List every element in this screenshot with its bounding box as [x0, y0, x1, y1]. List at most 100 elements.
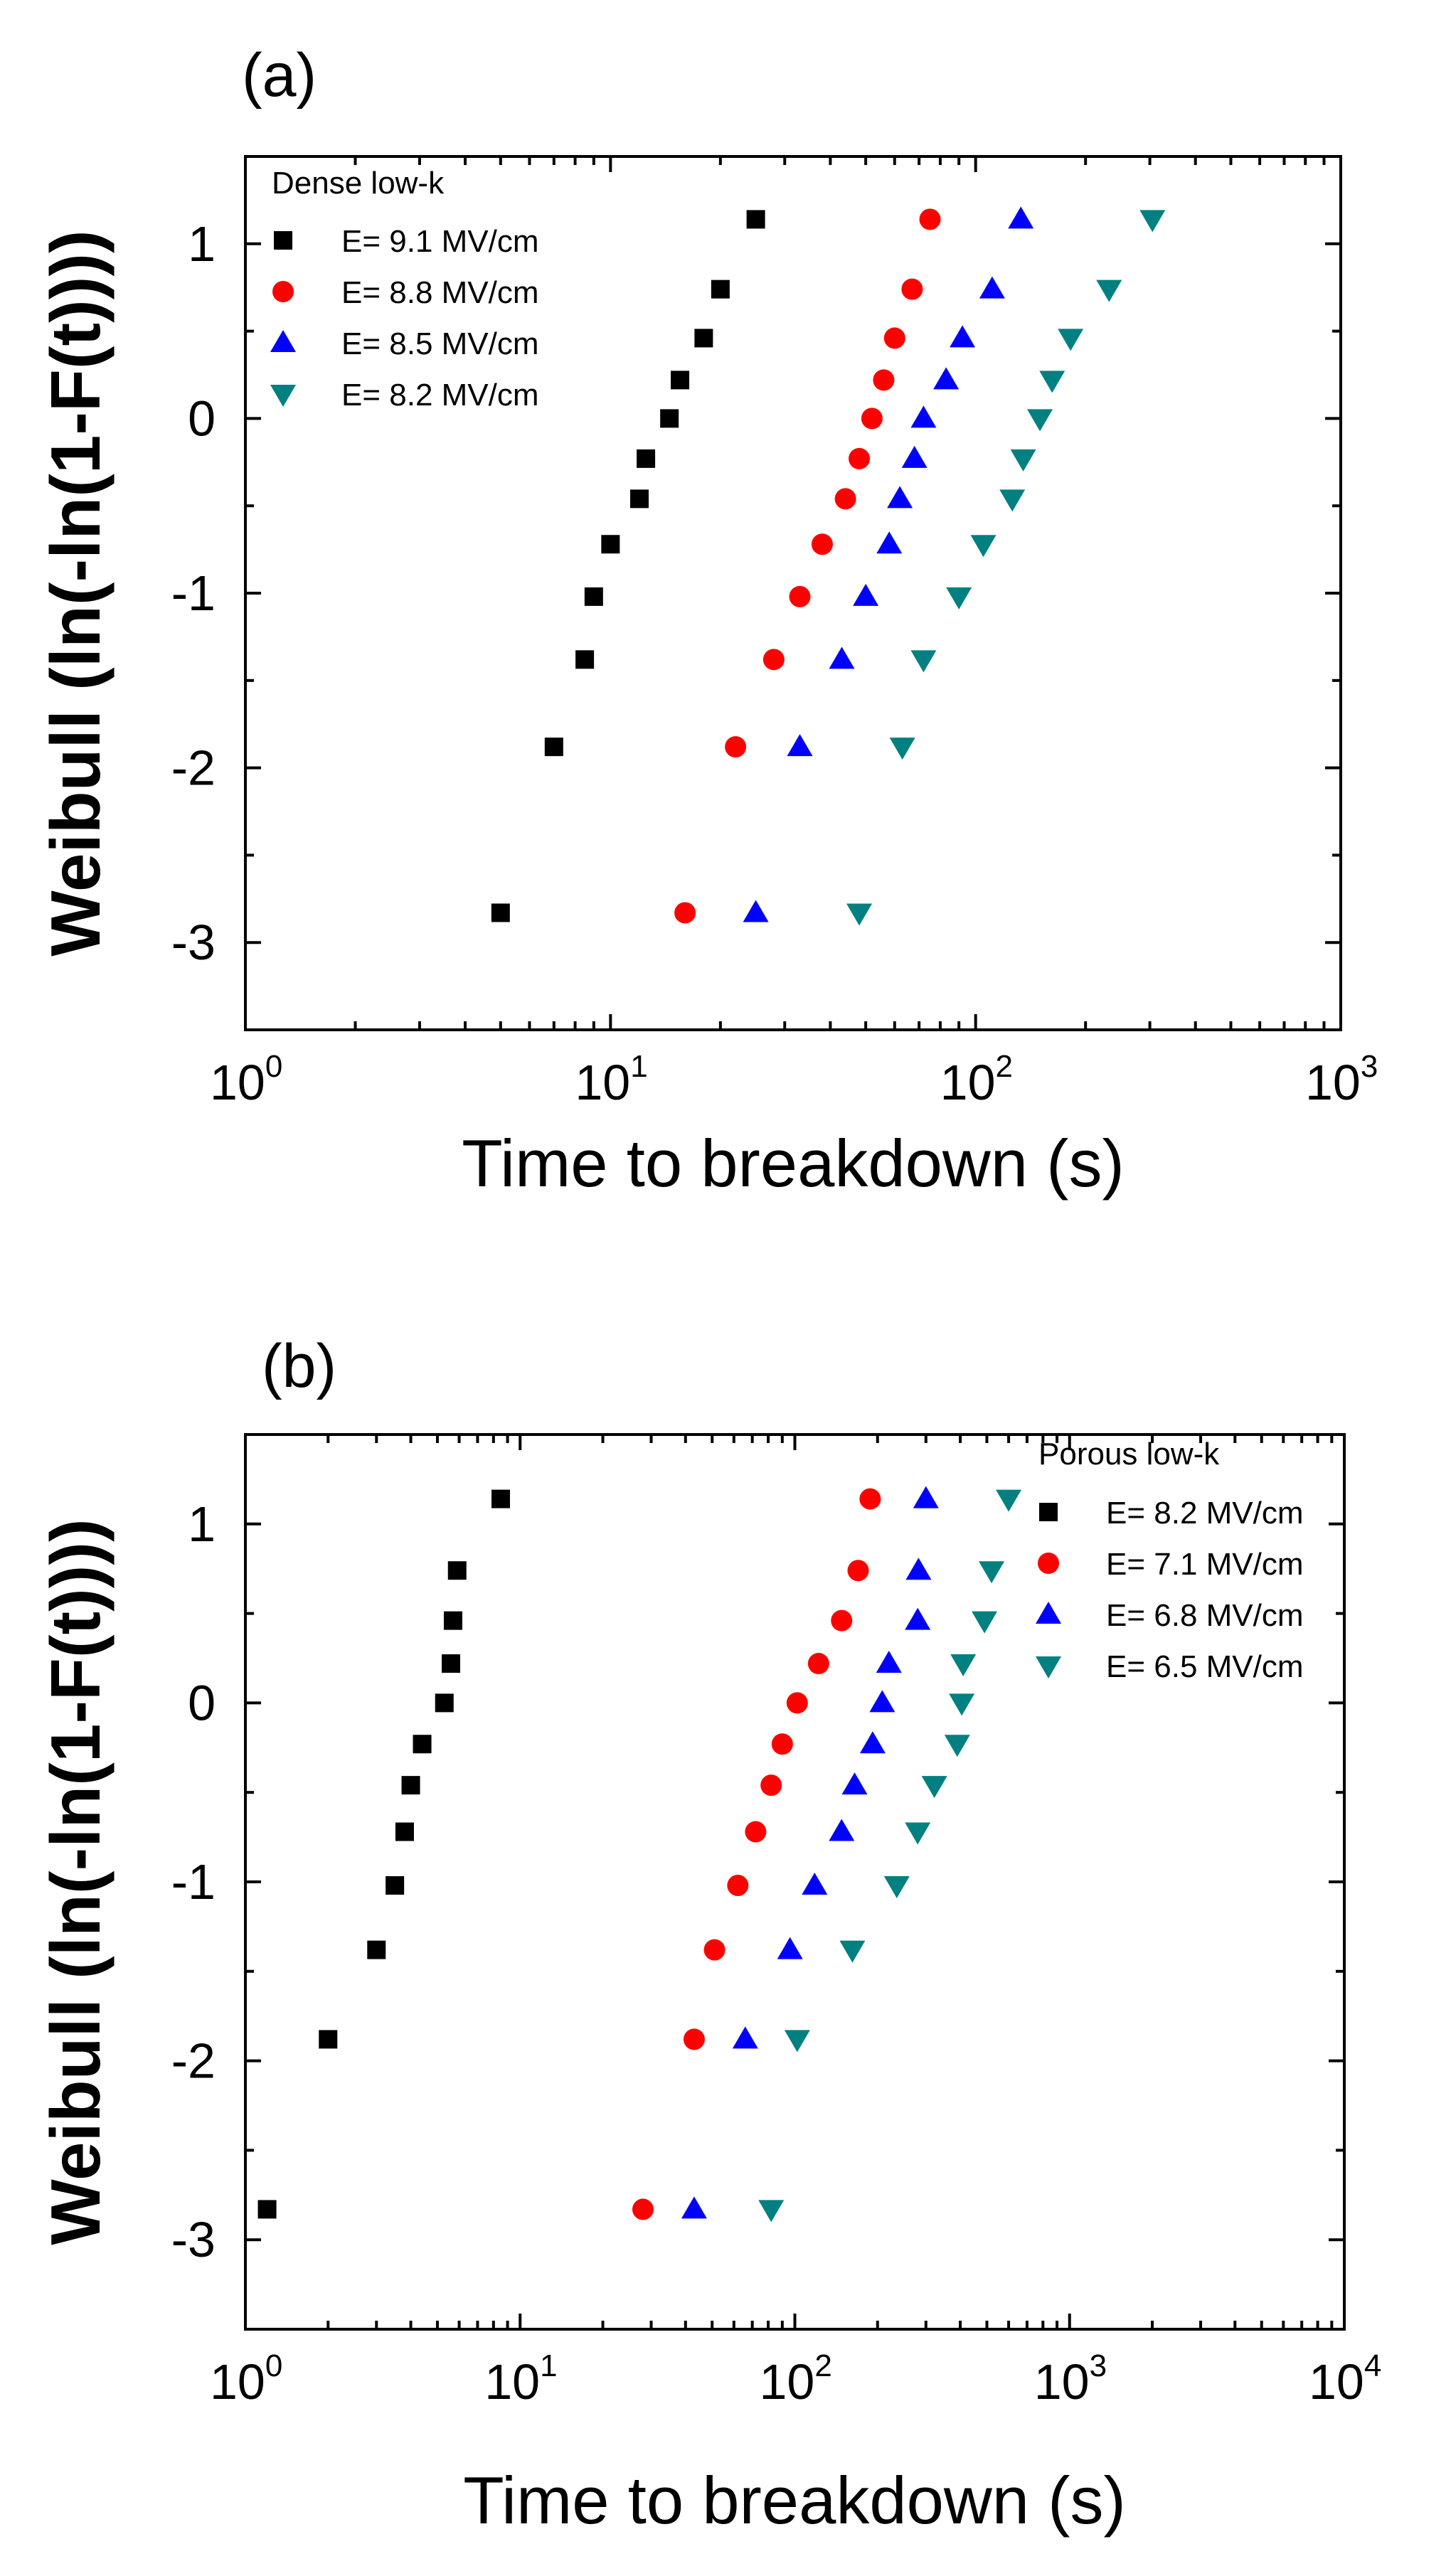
data-point: [829, 646, 855, 669]
data-point: [725, 736, 747, 758]
panel-a-legend-title: Dense low-k: [272, 166, 445, 201]
panel-a-y-axis-title: Weibull (ln(-ln(1-F(t)))): [36, 230, 115, 956]
panel-a-points: [491, 206, 1166, 926]
panel-b-x-axis-title: Time to breakdown (s): [463, 2463, 1126, 2538]
panel-b-y-tick-label: 1: [188, 1496, 216, 1552]
data-point: [441, 1654, 460, 1673]
data-point: [946, 587, 972, 610]
data-point: [257, 2200, 277, 2219]
panel-a-y-tick-label: -2: [171, 740, 216, 796]
data-point: [944, 1735, 970, 1757]
data-point: [876, 531, 903, 554]
data-point: [887, 486, 913, 509]
legend-marker: [1038, 1553, 1059, 1574]
data-point: [831, 1609, 853, 1632]
panel-b-x-tick-label: 101: [484, 2348, 557, 2410]
data-point: [787, 734, 813, 757]
data-point: [861, 408, 883, 430]
panel-b-points: [257, 1486, 1022, 2223]
data-point: [905, 1558, 932, 1580]
data-point: [883, 1876, 910, 1899]
data-point: [910, 650, 937, 673]
panel-a-x-tick-label: 100: [210, 1049, 282, 1110]
data-point: [745, 1821, 767, 1843]
panel-a-y-tick-label: 0: [188, 390, 216, 446]
panel-b-y-tick-label: 0: [188, 1675, 216, 1730]
panel-a-label: (a): [242, 41, 317, 110]
panel-b-x-tick-label: 103: [1034, 2348, 1107, 2410]
data-point: [849, 447, 871, 469]
data-point: [876, 1651, 902, 1673]
data-point: [841, 1772, 868, 1795]
data-point: [367, 1940, 386, 1959]
panel-b-x-tick-label: 102: [760, 2348, 832, 2410]
data-point: [853, 583, 879, 606]
legend-label: E= 8.2 MV/cm: [1106, 1496, 1304, 1531]
data-point: [829, 1819, 855, 1841]
data-point: [1010, 449, 1036, 472]
legend-label: E= 7.1 MV/cm: [1106, 1547, 1304, 1582]
data-point: [637, 449, 656, 468]
data-point: [671, 371, 690, 390]
data-point: [807, 1653, 829, 1675]
data-point: [660, 409, 679, 428]
data-point: [933, 367, 960, 390]
data-point: [683, 2028, 705, 2050]
data-point: [395, 1822, 414, 1841]
data-point: [743, 900, 769, 922]
legend-label: E= 8.8 MV/cm: [341, 275, 539, 310]
data-point: [629, 489, 649, 509]
data-point: [544, 738, 563, 757]
data-point: [727, 1875, 749, 1897]
data-point: [762, 649, 785, 671]
data-point: [758, 2200, 785, 2223]
data-point: [784, 2030, 810, 2053]
data-point: [811, 533, 833, 555]
panel-b-legend-title: Porous low-k: [1038, 1437, 1220, 1471]
data-point: [802, 1873, 828, 1895]
data-point: [786, 1692, 808, 1714]
legend-marker: [272, 281, 294, 302]
panel-b: (b) 1 0 -1 -2 -3 100 101 102 103 104 Tim…: [36, 1332, 1381, 2538]
data-point: [839, 1940, 866, 1963]
data-point: [1039, 371, 1065, 393]
panel-b-y-axis-title: Weibull (ln(-ln(1-F(t)))): [36, 1518, 115, 2245]
data-point: [1008, 206, 1034, 229]
data-point: [584, 587, 603, 606]
data-point: [996, 1489, 1022, 1512]
data-point: [491, 903, 510, 922]
legend-marker: [274, 231, 292, 250]
data-point: [732, 2026, 758, 2049]
data-point: [972, 1611, 998, 1634]
panel-a-plot-frame: [244, 155, 1342, 1031]
data-point: [859, 1488, 881, 1510]
data-point: [949, 1693, 975, 1716]
data-point: [1139, 210, 1166, 233]
data-point: [760, 1774, 782, 1797]
data-point: [970, 535, 996, 558]
panel-a-x-tick-label: 102: [940, 1049, 1013, 1110]
legend-label: E= 6.5 MV/cm: [1106, 1649, 1304, 1684]
panel-b-x-tick-label: 104: [1309, 2348, 1381, 2410]
legend-marker: [1036, 1656, 1061, 1678]
panel-b-x-ticklabels: 100 101 102 103 104: [210, 2348, 1381, 2410]
panel-a: (a) 1 0 -1 -2 -3 100 101 102 103 Time to…: [36, 41, 1378, 1201]
data-point: [1096, 280, 1122, 302]
legend-label: E= 8.5 MV/cm: [341, 326, 539, 361]
data-point: [950, 325, 976, 348]
data-point: [846, 903, 873, 926]
data-point: [711, 280, 730, 299]
data-point: [979, 276, 1005, 299]
data-point: [919, 208, 941, 230]
panel-b-legend: Porous low-k E= 8.2 MV/cm E= 7.1 MV/cm E= …: [1036, 1437, 1304, 1684]
panel-b-x-tick-label: 100: [210, 2348, 282, 2410]
data-point: [674, 902, 696, 924]
panel-a-x-tick-label: 101: [575, 1049, 647, 1110]
data-point: [910, 405, 937, 428]
data-point: [883, 327, 905, 349]
data-point: [889, 738, 915, 760]
legend-label: E= 6.8 MV/cm: [1106, 1598, 1304, 1633]
data-point: [979, 1561, 1005, 1584]
panel-a-x-ticklabels: 100 101 102 103: [210, 1049, 1378, 1110]
data-point: [703, 1939, 726, 1961]
